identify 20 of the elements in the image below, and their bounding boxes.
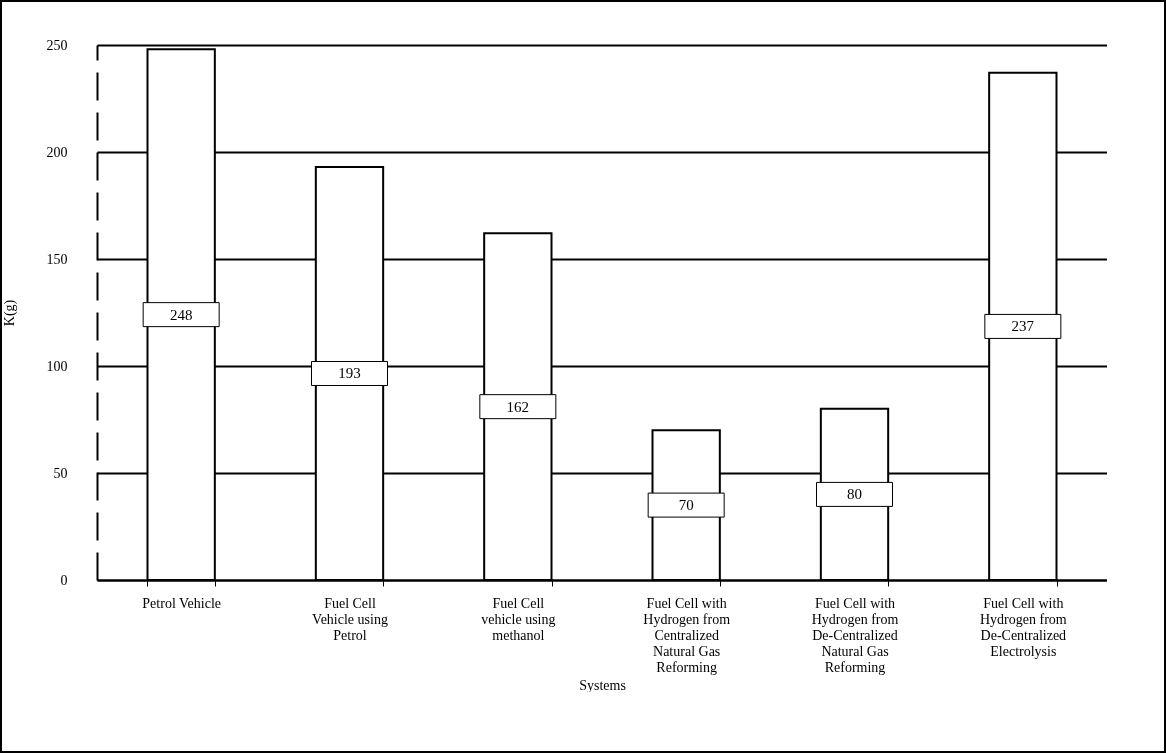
- x-axis-title: Systems: [579, 677, 626, 693]
- x-tick-label: Fuel Cell vehicle using methanol: [481, 595, 556, 643]
- x-tick-label: Fuel Cell with Hydrogen from De-Centralized Electrolysis: [979, 595, 1067, 659]
- data-label: 70: [678, 497, 694, 514]
- data-label: 237: [1011, 318, 1035, 335]
- data-label: 162: [506, 398, 530, 415]
- x-tick-label: Fuel Cell Vehicle using Petrol: [312, 595, 388, 643]
- y-tick-label: 200: [46, 144, 68, 160]
- data-label: 80: [847, 486, 862, 503]
- y-tick-label: 150: [46, 251, 68, 267]
- x-tick-label: Petrol Vehicle: [142, 595, 221, 611]
- y-axis-title: K(g): [1, 299, 18, 327]
- x-tick-label: Fuel Cell with Hydrogen from De-Centralized Natural Gas Reforming: [811, 595, 899, 675]
- data-label: 248: [169, 306, 193, 323]
- y-tick-label: 100: [46, 358, 68, 374]
- y-tick-label: 50: [53, 465, 68, 481]
- data-label: 193: [338, 365, 361, 382]
- y-tick-label: 0: [60, 572, 68, 588]
- x-tick-label: Fuel Cell with Hydrogen from Centralized Natural Gas Reforming: [643, 595, 731, 675]
- y-tick-label: 250: [46, 37, 68, 53]
